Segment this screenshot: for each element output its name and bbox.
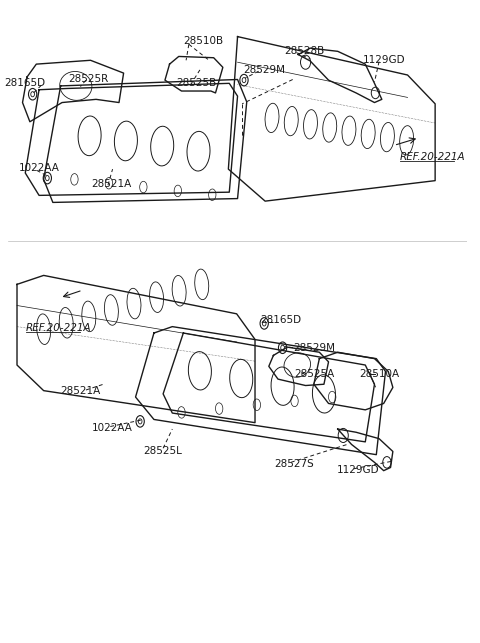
Text: 28525B: 28525B (176, 78, 216, 88)
Text: 28529M: 28529M (294, 343, 336, 354)
Text: 1022AA: 1022AA (92, 423, 133, 433)
Text: 28521A: 28521A (91, 179, 132, 189)
Text: 28510B: 28510B (183, 36, 223, 46)
Text: 1129GD: 1129GD (363, 55, 406, 66)
Text: 28525L: 28525L (144, 446, 182, 456)
Text: 1129GD: 1129GD (336, 465, 379, 475)
Text: 28165D: 28165D (261, 315, 302, 325)
Text: 28521A: 28521A (60, 386, 100, 396)
Text: 1022AA: 1022AA (19, 163, 60, 174)
Text: 28510A: 28510A (359, 369, 399, 379)
Text: 28528B: 28528B (284, 46, 324, 57)
Text: 28525R: 28525R (68, 74, 108, 84)
Text: 28525A: 28525A (295, 369, 335, 379)
Text: 28165D: 28165D (5, 78, 46, 87)
Text: REF.20-221A: REF.20-221A (26, 323, 92, 333)
Text: 28527S: 28527S (275, 458, 314, 469)
Text: REF.20-221A: REF.20-221A (400, 152, 466, 162)
Text: 28529M: 28529M (243, 65, 285, 75)
